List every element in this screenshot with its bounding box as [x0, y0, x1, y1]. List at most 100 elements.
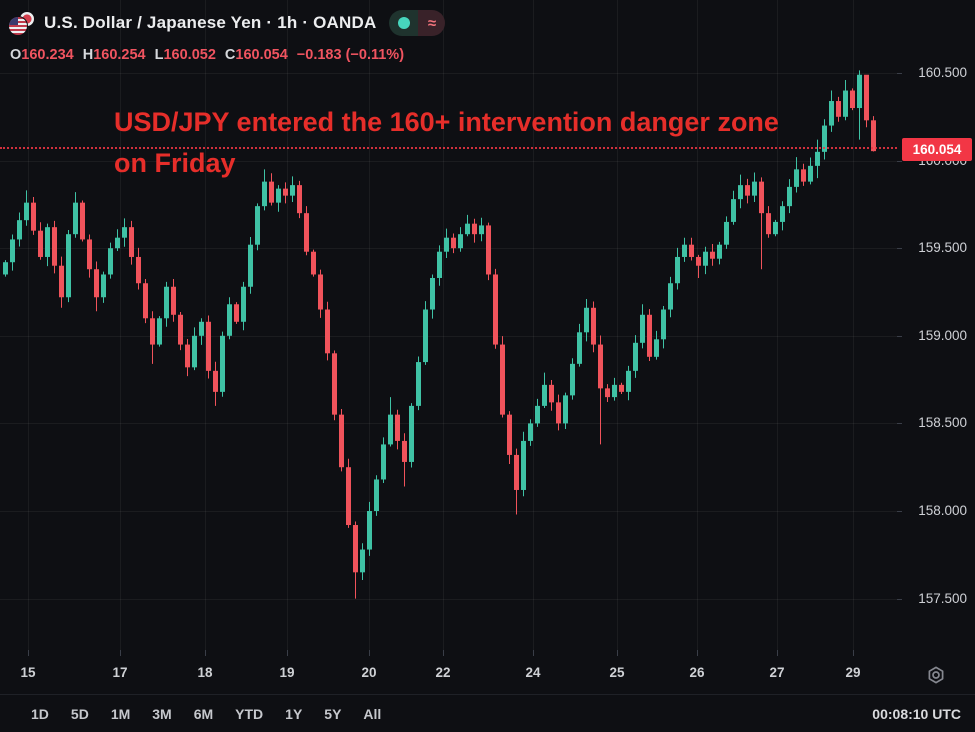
candle-body	[731, 199, 736, 222]
price-axis-label: 159.500	[918, 240, 967, 256]
candle-body	[290, 185, 295, 196]
candle-body	[507, 414, 512, 455]
candle-body	[500, 344, 505, 415]
ohlc-values-row: O160.234 H160.254 L160.052 C160.054 −0.183 (…	[10, 47, 404, 63]
candle-body	[66, 234, 71, 298]
candle-body	[402, 440, 407, 462]
symbol-title[interactable]: U.S. Dollar / Japanese Yen · 1h · OANDA	[44, 13, 377, 32]
price-tick	[897, 511, 902, 512]
candle-body	[766, 213, 771, 235]
current-price-dotted-line	[0, 147, 897, 150]
range-button-5d[interactable]: 5D	[70, 705, 89, 722]
candle-body	[24, 202, 29, 221]
candle-body	[101, 274, 106, 298]
time-tick	[205, 650, 206, 656]
candle-body	[339, 414, 344, 468]
price-axis-label: 157.500	[918, 590, 967, 606]
range-button-all[interactable]: All	[363, 705, 382, 722]
candle-body	[871, 120, 876, 152]
candle-body	[318, 274, 323, 310]
candle-body	[815, 151, 820, 166]
candle-body	[864, 74, 869, 121]
candle-body	[619, 384, 624, 392]
range-button-1m[interactable]: 1M	[110, 705, 131, 722]
market-status-pill: ≈	[389, 10, 446, 36]
candle-body	[122, 227, 127, 238]
candle-body	[444, 237, 449, 252]
time-tick	[853, 650, 854, 656]
range-button-6m[interactable]: 6M	[193, 705, 214, 722]
candle-body	[682, 244, 687, 257]
time-tick	[120, 650, 121, 656]
candle-body	[458, 234, 463, 249]
chart-annotation-text[interactable]: USD/JPY entered the 160+ intervention da…	[114, 102, 779, 184]
candle-body	[542, 384, 547, 406]
candle-body	[843, 90, 848, 117]
price-axis[interactable]: 160.054 160.500160.000159.500159.000158.…	[897, 0, 975, 656]
time-tick	[369, 650, 370, 656]
candlestick-chart[interactable]	[0, 0, 897, 656]
range-button-3m[interactable]: 3M	[152, 705, 172, 722]
candle-body	[171, 286, 176, 315]
time-axis-label: 18	[197, 665, 213, 680]
candle-body	[612, 384, 617, 398]
candle-body	[52, 227, 57, 266]
candle-body	[115, 237, 120, 249]
candle-body	[80, 202, 85, 240]
candle-body	[535, 405, 540, 424]
candle-body	[661, 309, 666, 340]
time-axis[interactable]: 15 17 18 19 20 22 24 25 26 27 29	[0, 650, 897, 694]
gear-icon	[928, 666, 944, 684]
candle-body	[353, 525, 358, 573]
candle-body	[262, 181, 267, 207]
symbol-legend: U.S. Dollar / Japanese Yen · 1h · OANDA …	[8, 10, 446, 36]
candle-body	[752, 181, 757, 196]
candle-body	[248, 244, 253, 287]
price-tick	[897, 161, 902, 162]
candle-body	[185, 344, 190, 368]
price-tick	[897, 336, 902, 337]
chart-plot-area[interactable]: USD/JPY entered the 160+ intervention da…	[0, 0, 897, 656]
candle-body	[787, 186, 792, 207]
candle-body	[136, 256, 141, 284]
candle-body	[388, 414, 393, 445]
candle-body	[3, 262, 8, 275]
candle-body	[178, 314, 183, 345]
time-axis-label: 25	[609, 665, 625, 680]
range-button-1d[interactable]: 1D	[31, 705, 49, 722]
price-tick	[897, 248, 902, 249]
delayed-data-icon[interactable]: ≈	[418, 10, 446, 36]
time-tick	[533, 650, 534, 656]
ohlc-h: H160.254	[82, 47, 146, 63]
candle-body	[157, 318, 162, 345]
candle-body	[598, 344, 603, 389]
clock-utc[interactable]: 00:08:10 UTC	[872, 705, 961, 722]
price-tick	[897, 73, 902, 74]
candle-body	[297, 185, 302, 214]
candle-body	[696, 256, 701, 266]
price-tick	[897, 599, 902, 600]
candle-body	[276, 188, 281, 203]
candle-body	[822, 125, 827, 152]
candle-body	[549, 384, 554, 403]
time-axis-label: 24	[525, 665, 541, 680]
ohlc-c: C160.054	[224, 47, 288, 63]
candle-body	[528, 423, 533, 441]
price-axis-label: 158.500	[918, 415, 967, 431]
chart-settings-button[interactable]	[923, 662, 949, 688]
candle-body	[493, 274, 498, 345]
candle-body	[192, 335, 197, 368]
candle-body	[332, 353, 337, 415]
candle-body	[311, 251, 316, 275]
market-open-indicator[interactable]	[389, 10, 419, 36]
candle-body	[45, 227, 50, 257]
range-button-5y[interactable]: 5Y	[324, 705, 342, 722]
candle-body	[689, 244, 694, 257]
candle-body	[626, 370, 631, 392]
range-button-1y[interactable]: 1Y	[285, 705, 303, 722]
candle-body	[836, 101, 841, 117]
candle-body	[465, 223, 470, 235]
time-tick	[28, 650, 29, 656]
range-button-ytd[interactable]: YTD	[235, 705, 264, 722]
